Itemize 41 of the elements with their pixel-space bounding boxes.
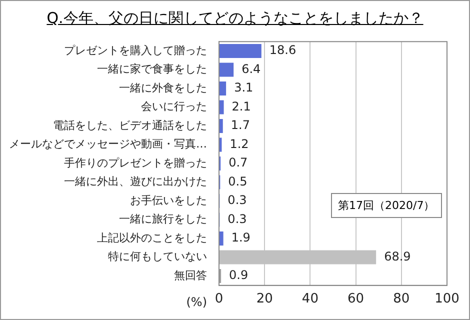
x-tick-label: 60 xyxy=(348,292,364,307)
x-tick-label: 80 xyxy=(393,292,410,307)
x-tick-label: 0 xyxy=(214,292,224,307)
data-label: 1.7 xyxy=(230,118,250,132)
y-tick-label: 手作りのプレゼントを贈った xyxy=(64,156,207,170)
y-tick-label: プレゼントを購入して贈った xyxy=(64,44,207,57)
bar xyxy=(220,62,234,77)
bar xyxy=(220,100,224,114)
y-tick-label: 一緒に外食をした xyxy=(119,81,207,94)
x-tick-label: 40 xyxy=(302,292,318,307)
x-tick-label: 100 xyxy=(434,292,460,307)
y-tick-label: 一緒に家で食事をした xyxy=(97,62,207,76)
data-label: 1.2 xyxy=(230,136,249,151)
bar xyxy=(220,231,224,246)
chart-title: Q.今年、父の日に関してどのようなことをしましたか？ xyxy=(46,9,424,27)
y-tick-label: 上記以外のことをした xyxy=(97,231,207,244)
bar xyxy=(220,118,223,134)
data-label: 18.6 xyxy=(269,43,296,58)
y-tick-label: 会いに行った xyxy=(141,100,207,114)
y-tick-label: 一緒に外出、遊びに出かけた xyxy=(64,175,207,188)
annotation: 第17回（2020/7） xyxy=(331,193,442,218)
x-axis-title: (%) xyxy=(186,295,207,310)
y-tick-label: お手伝いをした xyxy=(130,194,207,207)
bar xyxy=(220,81,226,96)
data-label: 3.1 xyxy=(234,80,254,95)
data-label: 0.3 xyxy=(228,193,247,208)
data-label: 68.9 xyxy=(384,249,411,264)
bar xyxy=(220,44,262,58)
data-label: 1.9 xyxy=(231,230,250,245)
data-label: 0.5 xyxy=(228,174,248,188)
x-tick-label: 20 xyxy=(256,292,273,307)
y-tick-label: メールなどでメッセージや動画・写真… xyxy=(9,138,207,151)
data-label: 2.1 xyxy=(232,99,251,114)
y-tick-label: 無回答 xyxy=(174,268,207,282)
data-label: 6.4 xyxy=(242,62,261,76)
data-label: 0.7 xyxy=(228,156,248,170)
y-tick-label: 特に何もしていない xyxy=(108,250,207,264)
data-label: 0.3 xyxy=(228,212,247,226)
y-tick-label: 一緒に旅行をした xyxy=(119,212,207,226)
data-label: 0.9 xyxy=(229,268,248,282)
y-tick-label: 電話をした、ビデオ通話をした xyxy=(53,118,207,132)
